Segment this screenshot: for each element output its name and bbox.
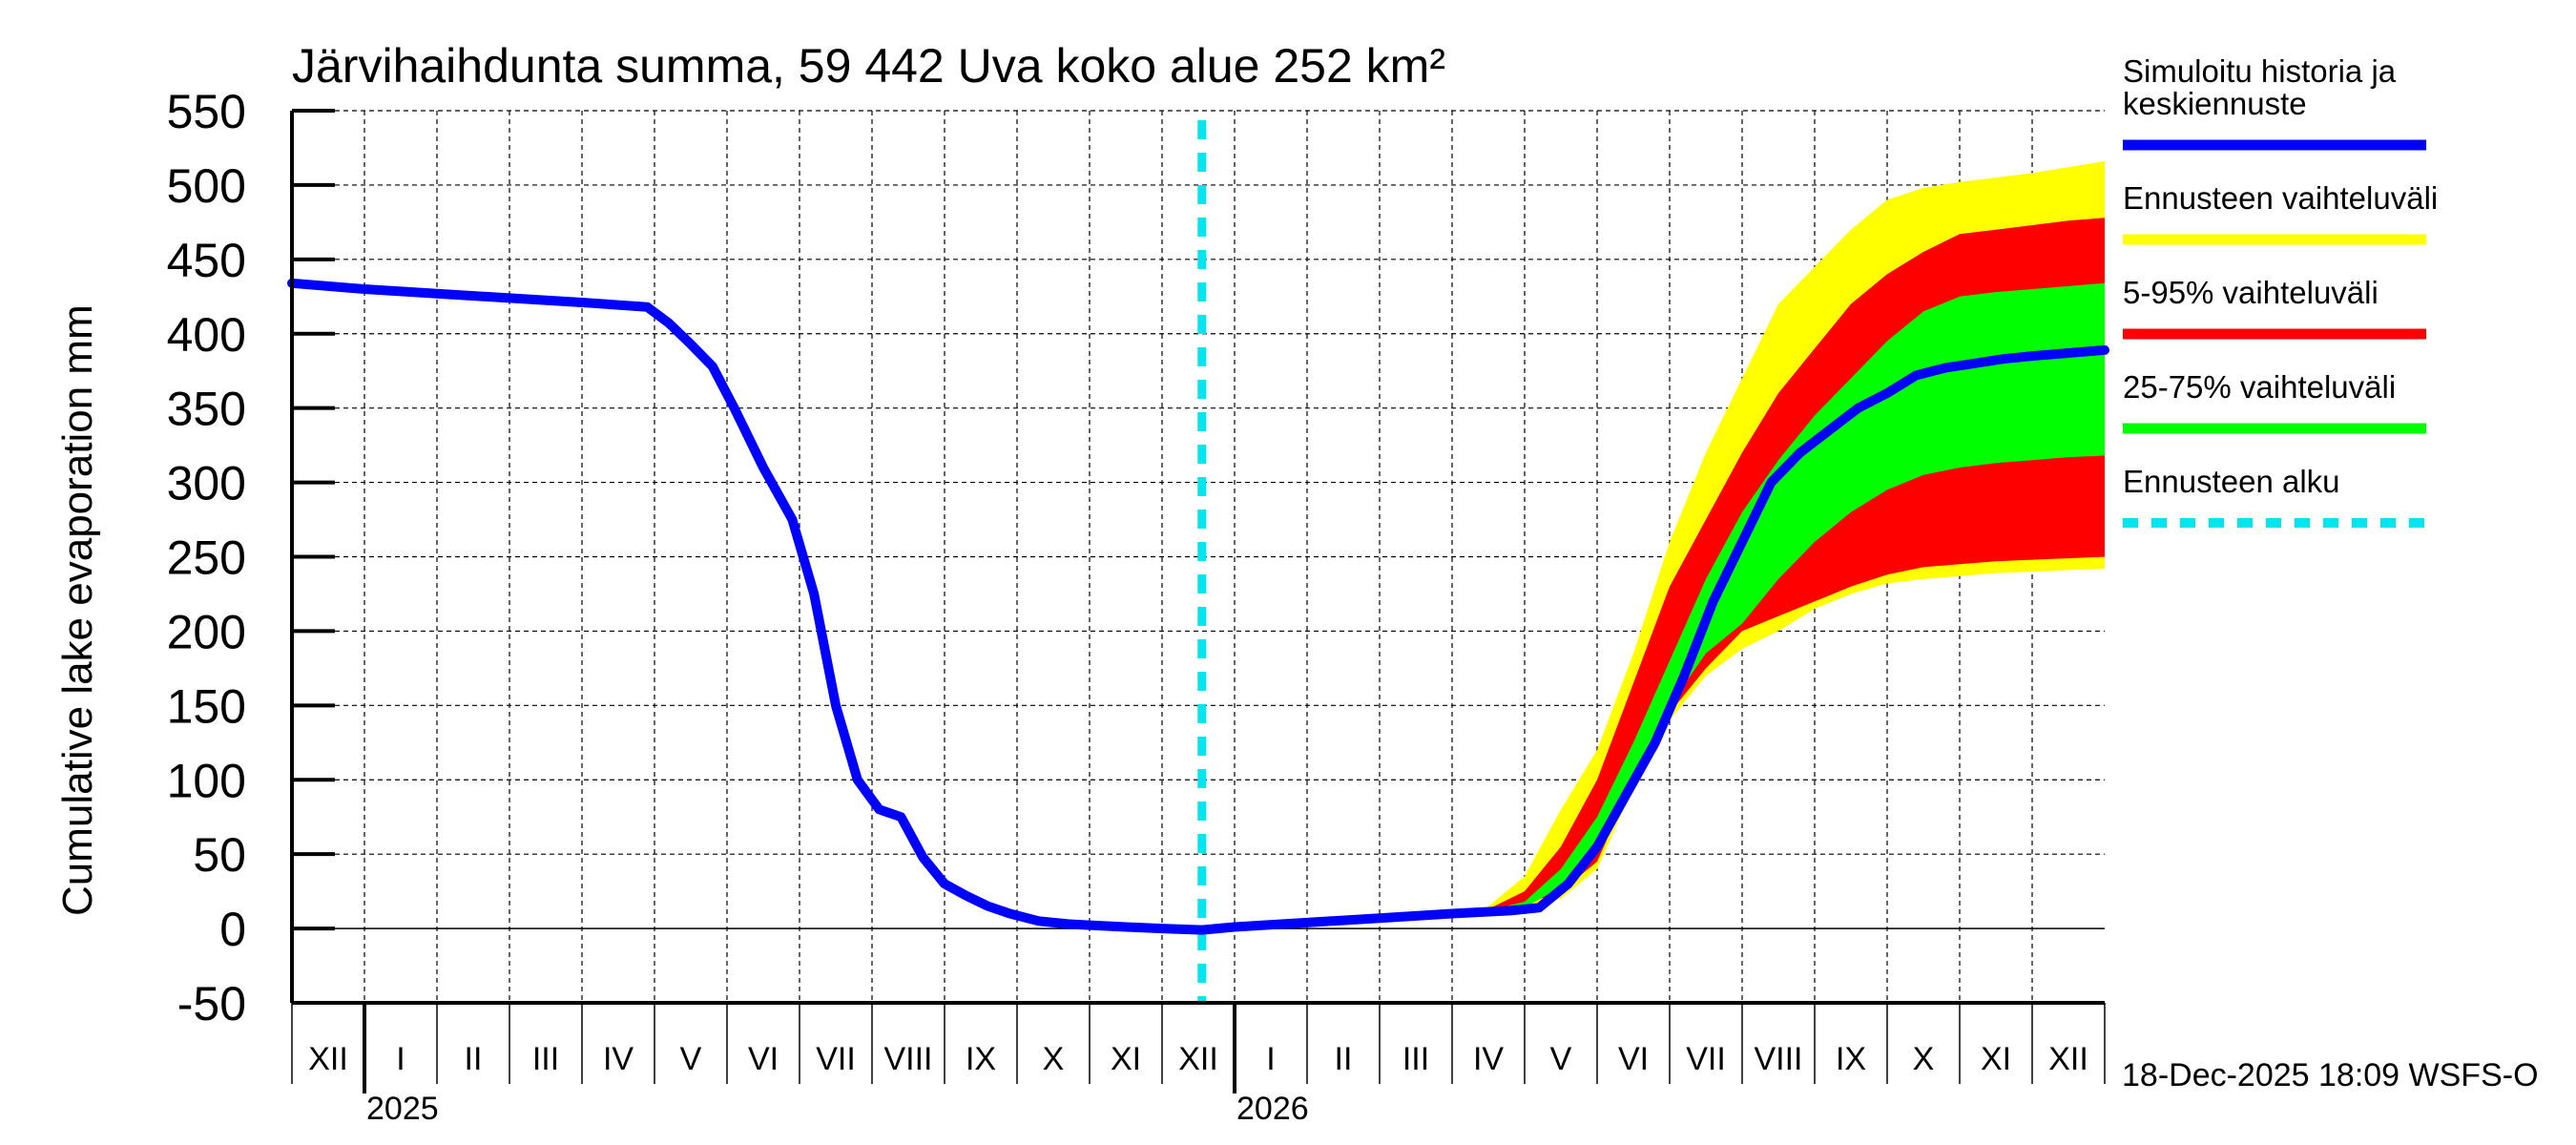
- month-label: II: [465, 1041, 483, 1077]
- month-label: VII: [816, 1041, 856, 1077]
- y-tick-label: 200: [167, 605, 246, 658]
- axes: [290, 109, 2106, 1093]
- month-label: I: [1266, 1041, 1275, 1077]
- month-label: VI: [748, 1041, 779, 1077]
- month-label: VI: [1618, 1041, 1649, 1077]
- month-label: XII: [2048, 1041, 2088, 1077]
- year-label: 2025: [366, 1091, 439, 1127]
- year-label: 2026: [1236, 1091, 1309, 1127]
- month-label: III: [532, 1041, 559, 1077]
- month-label: XI: [1111, 1041, 1141, 1077]
- month-label: IV: [1473, 1041, 1504, 1077]
- y-tick-label: 350: [167, 383, 246, 436]
- y-tick-label: 250: [167, 531, 246, 585]
- band-25-75-vaihteluv-li: [1488, 282, 2105, 912]
- legend-label: 5-95% vaihteluväli: [2123, 275, 2379, 310]
- y-tick-label: 400: [167, 308, 246, 362]
- month-label: X: [1043, 1041, 1065, 1077]
- series-lines: [287, 120, 2109, 1003]
- month-label: V: [1550, 1041, 1572, 1077]
- legend-label: 25-75% vaihteluväli: [2123, 369, 2396, 405]
- forecast-bands: [1488, 161, 2105, 912]
- month-label: I: [396, 1041, 405, 1077]
- y-tick-label: -50: [177, 977, 246, 1030]
- timestamp: 18-Dec-2025 18:09 WSFS-O: [2122, 1057, 2539, 1093]
- legend-label: Simuloitu historia ja: [2123, 53, 2397, 89]
- month-label: IV: [603, 1041, 634, 1077]
- y-tick-label: 150: [167, 679, 246, 733]
- legend-label: keskiennuste: [2123, 86, 2307, 121]
- chart-title: Järvihaihdunta summa, 59 442 Uva koko al…: [292, 39, 1445, 93]
- month-label: III: [1402, 1041, 1429, 1077]
- month-label: VII: [1686, 1041, 1726, 1077]
- month-label: VIII: [883, 1041, 932, 1077]
- legend-label: Ennusteen alku: [2123, 464, 2340, 499]
- y-tick-label: 500: [167, 159, 246, 213]
- month-label: IX: [1836, 1041, 1866, 1077]
- y-tick-label: 300: [167, 457, 246, 510]
- y-tick-label: 450: [167, 234, 246, 287]
- month-label: VIII: [1754, 1041, 1802, 1077]
- y-tick-label: 550: [167, 85, 246, 138]
- y-tick-label: 0: [219, 903, 246, 956]
- x-tick-labels: XII I II III IV V VI VII VIII IX X XI XII I II III IV V VI…: [308, 1041, 2088, 1127]
- y-tick-label: 50: [193, 828, 246, 882]
- month-label: XII: [1178, 1041, 1218, 1077]
- y-tick-label: 100: [167, 754, 246, 807]
- month-label: IX: [966, 1041, 996, 1077]
- month-label: XI: [1981, 1041, 2011, 1077]
- legend-label: Ennusteen vaihteluväli: [2123, 180, 2438, 216]
- month-label: V: [680, 1041, 702, 1077]
- y-axis-label: Cumulative lake evaporation mm: [54, 304, 101, 916]
- month-label: II: [1335, 1041, 1353, 1077]
- month-label: X: [1913, 1041, 1935, 1077]
- mean-series-line: [287, 278, 2109, 935]
- month-label: XII: [308, 1041, 348, 1077]
